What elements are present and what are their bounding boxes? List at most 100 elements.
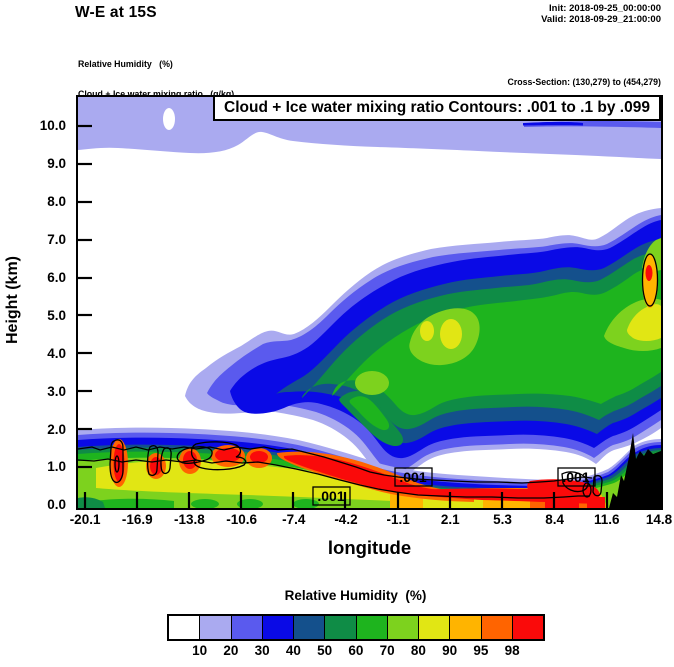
cloud-contours — [78, 253, 659, 506]
x-tick: -16.9 — [121, 512, 153, 527]
bl-80-90-wash — [96, 460, 416, 502]
legend-tick: 20 — [223, 643, 239, 658]
x-tick: 11.6 — [594, 512, 620, 527]
y-tick: 8.0 — [47, 194, 66, 210]
legend-swatch — [262, 616, 294, 639]
y-tick: 0.0 — [47, 497, 66, 513]
legend-tick: 30 — [254, 643, 270, 658]
legend-title: Relative Humidity (%) — [284, 588, 427, 603]
plume-80-90-spot-a — [420, 321, 434, 341]
x-tick: 2.1 — [440, 512, 460, 527]
y-tick: 4.0 — [47, 345, 66, 361]
contour-label-box — [312, 486, 351, 506]
legend-swatch — [481, 616, 513, 639]
plume-tongue-60-70 — [349, 396, 390, 431]
cloud-contour-upper — [78, 446, 593, 484]
plume-90-95-oval — [642, 254, 658, 308]
x-tick: 5.3 — [493, 512, 512, 527]
plume-80-90-right — [627, 304, 661, 341]
x-tick: 14.8 — [645, 512, 673, 527]
legend-swatch — [200, 616, 232, 639]
cloud-contour-loop — [109, 439, 124, 484]
bl-60-70-patch — [237, 499, 263, 508]
contour-title-box: Cloud + Ice water mixing ratio Contours:… — [213, 95, 661, 121]
legend-swatch — [387, 616, 419, 639]
y-tick: 1.0 — [47, 459, 66, 475]
cloud-contour-labels: .001 .001 .001 — [317, 469, 589, 504]
y-tick: 10.0 — [39, 118, 66, 134]
legend-swatch — [450, 616, 482, 639]
y-tick: 3.0 — [47, 383, 66, 399]
cloud-contour-elevated — [641, 253, 659, 307]
cross-section-label: Cross-Section: (130,279) to (454,279) — [507, 77, 661, 87]
dry-hole — [163, 108, 175, 130]
plume-60-70 — [332, 265, 661, 416]
cloud-contour-loop — [582, 482, 592, 498]
x-tick: 8.4 — [545, 512, 565, 527]
legend-swatch — [512, 616, 543, 639]
legend-swatch — [231, 616, 263, 639]
bl-98-bottom-patch — [545, 500, 579, 508]
y-tick: 5.0 — [47, 307, 66, 323]
x-tick: -1.1 — [386, 512, 410, 527]
cloud-contour-lower — [78, 458, 590, 499]
legend-tick: 80 — [410, 643, 426, 658]
bl-98-blob — [215, 448, 241, 462]
contour-label: .001 — [317, 488, 344, 504]
boundary-layer — [78, 427, 661, 508]
legend-tick: 60 — [348, 643, 364, 658]
bl-98-bottom-patch — [587, 497, 605, 508]
x-axis-title: longitude — [327, 537, 412, 558]
legend-tick-labels: 10 20 30 40 50 60 70 80 90 95 98 — [184, 643, 528, 658]
bl-98-blob — [250, 451, 268, 463]
y-tick: 2.0 — [47, 421, 66, 437]
cloud-contour-loop — [176, 446, 213, 464]
terrain — [609, 433, 661, 508]
plume-80-90-spot-b — [440, 319, 462, 349]
y-axis-tick-labels: 10.0 9.0 8.0 7.0 6.0 5.0 4.0 3.0 2.0 1.0… — [24, 107, 66, 524]
plot-frame: .001 .001 .001 — [76, 95, 663, 510]
cross-section-field: .001 .001 .001 — [78, 97, 661, 508]
legend-swatch — [294, 616, 326, 639]
bl-98-band-west — [283, 455, 462, 498]
legend-tick: 90 — [442, 643, 458, 658]
legend-swatch — [356, 616, 388, 639]
x-tick: -20.1 — [69, 512, 101, 527]
x-axis-tick-labels: -20.1 -16.9 -13.8 -10.6 -7.4 -4.2 -1.1 2… — [59, 512, 674, 527]
bl-60-70-bottomstrip — [94, 498, 174, 508]
moist-plume — [185, 208, 661, 481]
x-tick: -4.2 — [334, 512, 358, 527]
plume-98-core — [645, 265, 653, 281]
x-tick: -10.6 — [226, 512, 257, 527]
y-tick: 7.0 — [47, 232, 66, 248]
contour-label-box — [557, 467, 596, 487]
contour-label: .001 — [562, 469, 589, 485]
y-tick: 6.0 — [47, 270, 66, 285]
legend-swatch — [419, 616, 451, 639]
page-title: W-E at 15S — [75, 4, 157, 21]
contour-label-box — [394, 467, 433, 487]
cloud-contour-loop — [592, 474, 603, 497]
legend-tick: 50 — [317, 643, 333, 658]
x-tick: -7.4 — [282, 512, 306, 527]
contour-label: .001 — [399, 469, 426, 485]
bl-60-70-patch — [191, 499, 219, 508]
axis-tick-marks — [78, 124, 661, 508]
x-tick: -13.8 — [174, 512, 205, 527]
legend-swatch — [325, 616, 357, 639]
valid-time: Valid: 2018-09-29_21:00:00 — [541, 14, 661, 25]
field-label-cloud: Cloud + Ice water mixing ratio (g/kg) — [78, 89, 235, 99]
rh-30-40-streak — [523, 121, 583, 126]
y-tick: 9.0 — [47, 156, 66, 172]
plume-70-80-blob — [355, 371, 389, 395]
legend-colorbar — [167, 614, 545, 641]
legend-swatch — [169, 616, 201, 639]
legend-tick: 95 — [473, 643, 489, 658]
legend-tick: 10 — [192, 643, 208, 658]
legend-tick: 40 — [285, 643, 301, 658]
cloud-contour-loop — [114, 455, 120, 473]
init-time: Init: 2018-09-25_00:00:00 — [549, 3, 661, 14]
field-label-rh: Relative Humidity (%) — [78, 59, 173, 69]
legend-tick: 70 — [379, 643, 395, 658]
